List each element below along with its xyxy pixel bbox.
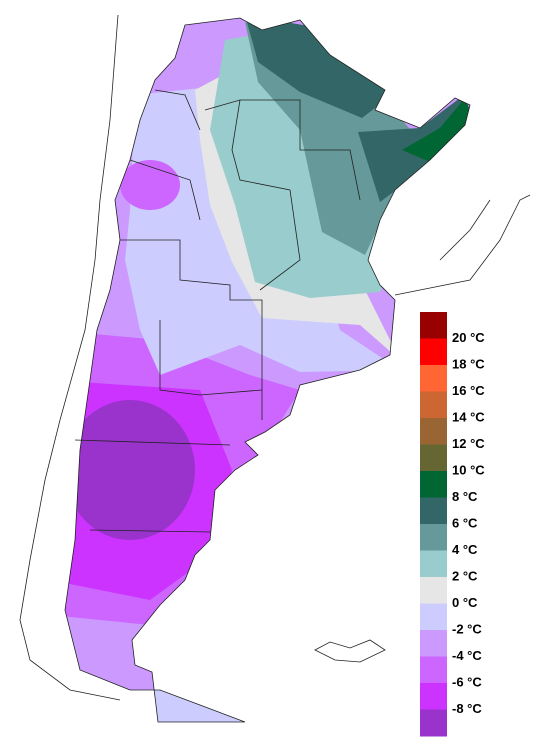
legend-label: 10 °C bbox=[452, 462, 485, 477]
legend-label: 6 °C bbox=[452, 515, 478, 530]
legend-label: -6 °C bbox=[452, 674, 482, 689]
legend-swatch bbox=[420, 630, 447, 657]
legend-swatch bbox=[420, 577, 447, 604]
legend-label: 16 °C bbox=[452, 383, 485, 398]
legend-label: -2 °C bbox=[452, 621, 482, 636]
legend-swatch bbox=[420, 312, 447, 339]
legend-label: 4 °C bbox=[452, 542, 478, 557]
legend: 20 °C 18 °C 16 °C 14 °C 12 °C 10 °C 8 °C 6 °C 4 … bbox=[420, 312, 485, 737]
legend-swatch bbox=[420, 338, 447, 366]
legend-label: -4 °C bbox=[452, 648, 482, 663]
legend-label: 12 °C bbox=[452, 436, 485, 451]
legend-swatch bbox=[420, 391, 447, 419]
legend-swatch bbox=[420, 603, 447, 631]
legend-swatch bbox=[420, 683, 447, 710]
legend-swatch bbox=[420, 444, 447, 472]
legend-swatch bbox=[420, 418, 447, 445]
legend-swatch bbox=[420, 524, 447, 551]
legend-swatch bbox=[420, 365, 447, 392]
legend-label: 8 °C bbox=[452, 489, 478, 504]
legend-swatch bbox=[420, 550, 447, 578]
legend-swatch bbox=[420, 497, 447, 525]
legend-label: 2 °C bbox=[452, 568, 478, 583]
legend-label: 20 °C bbox=[452, 330, 485, 345]
legend-label: 18 °C bbox=[452, 356, 485, 371]
legend-swatch bbox=[420, 709, 447, 737]
legend-swatch bbox=[420, 656, 447, 684]
outlines bbox=[19, 14, 531, 723]
legend-label: -8 °C bbox=[452, 701, 482, 716]
legend-label: 0 °C bbox=[452, 595, 478, 610]
legend-swatch bbox=[420, 471, 447, 498]
legend-label: 14 °C bbox=[452, 409, 485, 424]
